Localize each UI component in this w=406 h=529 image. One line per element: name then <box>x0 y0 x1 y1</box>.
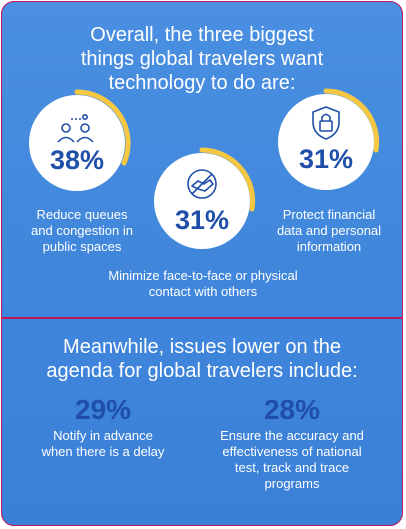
stat-circle-contact: 31% <box>154 147 256 249</box>
percent-31-contact: 31% <box>174 205 230 235</box>
section-divider <box>2 317 402 319</box>
percent-31-data: 31% <box>298 144 354 174</box>
percent-29: 29% <box>74 394 132 425</box>
bottom-heading: Meanwhile, issues lower on the agenda fo… <box>46 336 358 382</box>
shield-lock-icon <box>312 106 340 140</box>
stat-circle-queues: 38% <box>29 89 131 191</box>
percent-38: 38% <box>49 145 105 175</box>
caption-test-trace: Ensure the accuracy and effectiveness of… <box>220 428 364 491</box>
caption-delay: Notify in advance when there is a delay <box>41 428 165 459</box>
people-queue-icon <box>57 113 94 143</box>
caption-data: Protect financial data and personal info… <box>276 207 382 254</box>
caption-contact: Minimize face-to-face or physical contac… <box>108 268 298 299</box>
progress-ring <box>199 147 256 212</box>
top-heading: Overall, the three biggest things global… <box>80 24 324 94</box>
percent-28: 28% <box>263 394 321 425</box>
caption-queues: Reduce queues and congestion in public s… <box>31 207 133 254</box>
progress-ring <box>323 88 380 153</box>
stat-circle-data: 31% <box>278 88 380 190</box>
progress-ring <box>74 89 131 166</box>
no-handshake-icon <box>187 169 217 199</box>
